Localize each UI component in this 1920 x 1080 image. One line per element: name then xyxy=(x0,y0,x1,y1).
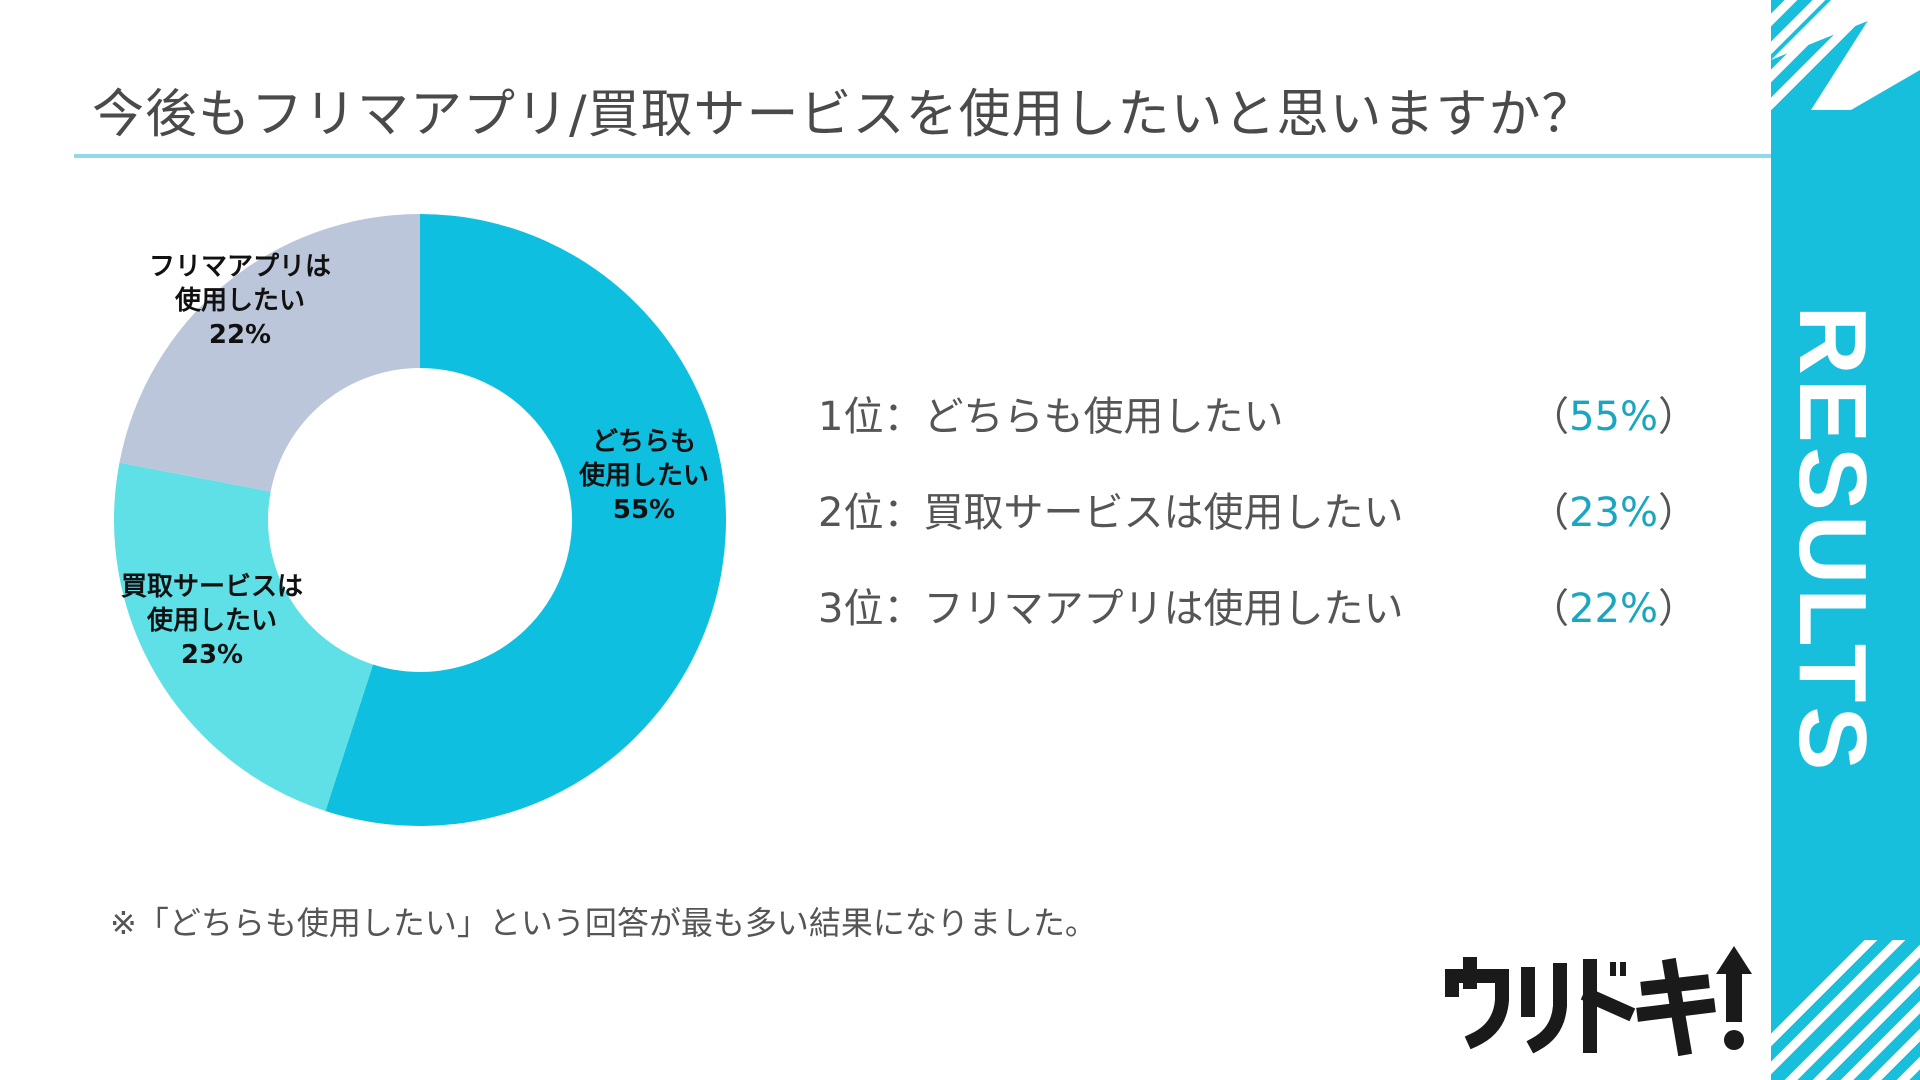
donut-slice-1 xyxy=(325,214,726,826)
paren-open: （ xyxy=(1529,586,1570,632)
slice-value-label: 22% xyxy=(209,320,271,350)
footnote: ※「どちらも使用したい」という回答が最も多い結果になりました。 xyxy=(110,904,1097,942)
slice-label-1: どちらも使用したい 55% xyxy=(578,427,709,525)
slice-label-2: 買取サービスは使用したい 23% xyxy=(121,572,303,670)
rank-text: 1位：どちらも使用したい xyxy=(818,394,1284,440)
paren-close: ） xyxy=(1658,394,1698,440)
rank-row-1: 1位：どちらも使用したい （55%） xyxy=(818,384,1698,444)
paren-open: （ xyxy=(1529,394,1570,440)
slice-category-label: どちらも xyxy=(592,427,696,457)
donut-svg: どちらも使用したい 55%買取サービスは使用したい 23%フリマアプリは使用したい 2… xyxy=(113,214,726,826)
slice-category-label: 使用したい xyxy=(578,461,709,491)
results-label: RESULTS xyxy=(1779,305,1886,775)
title-underline xyxy=(74,154,1771,158)
slice-category-label: 買取サービスは xyxy=(121,572,303,602)
rank-percent: （55%） xyxy=(1529,384,1698,442)
brand-logo xyxy=(1440,940,1760,1060)
rank-text: 2位：買取サービスは使用したい xyxy=(818,490,1404,536)
paren-close: ） xyxy=(1658,586,1698,632)
rank-row-3: 3位：フリマアプリは使用したい （22%） xyxy=(818,576,1698,636)
slice-category-label: フリマアプリは xyxy=(149,252,331,282)
slice-category-label: 使用したい xyxy=(146,606,277,636)
slice-value-label: 55% xyxy=(613,495,675,525)
side-band xyxy=(1771,0,1920,1080)
percent-value: 55% xyxy=(1569,394,1658,440)
logo-mark xyxy=(1445,946,1752,1057)
donut-slice-2 xyxy=(113,462,374,812)
slice-value-label: 23% xyxy=(181,640,243,670)
rank-text: 3位：フリマアプリは使用したい xyxy=(818,586,1404,632)
donut-chart: どちらも使用したい 55% 買取サービスは使用したい 23% フリマアプリは使用したい 2… xyxy=(100,200,740,840)
percent-value: 23% xyxy=(1569,490,1658,536)
rank-row-2: 2位：買取サービスは使用したい （23%） xyxy=(818,480,1698,540)
paren-close: ） xyxy=(1658,490,1698,536)
band-stripes-top xyxy=(1771,0,1920,110)
percent-value: 22% xyxy=(1569,586,1658,632)
slice-label-3: フリマアプリは使用したい 22% xyxy=(149,252,331,350)
donut-slice-3 xyxy=(119,214,420,492)
band-stripes-bottom xyxy=(1771,940,1920,1080)
rank-percent: （23%） xyxy=(1529,480,1698,538)
page-title: 今後もフリマアプリ/買取サービスを使用したいと思いますか？ xyxy=(92,85,1595,145)
slice-category-label: 使用したい xyxy=(174,286,305,316)
rank-percent: （22%） xyxy=(1529,576,1698,634)
paren-open: （ xyxy=(1529,490,1570,536)
